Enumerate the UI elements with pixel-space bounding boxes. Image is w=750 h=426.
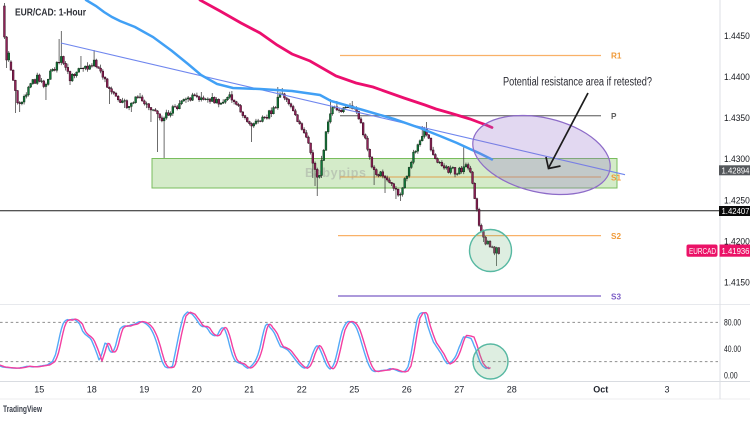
svg-text:0.00: 0.00 — [724, 370, 738, 380]
svg-text:27: 27 — [454, 385, 464, 395]
svg-text:1.42894: 1.42894 — [722, 165, 750, 175]
svg-text:1.44000: 1.44000 — [724, 72, 750, 82]
svg-text:Potential resistance area if r: Potential resistance area if retested? — [503, 77, 652, 89]
svg-text:28: 28 — [507, 385, 517, 395]
svg-text:S3: S3 — [611, 293, 621, 302]
svg-text:1.42407: 1.42407 — [722, 206, 750, 216]
svg-text:R1: R1 — [611, 52, 622, 61]
svg-text:15: 15 — [34, 385, 44, 395]
svg-text:P: P — [611, 112, 617, 121]
svg-text:19: 19 — [139, 385, 149, 395]
svg-text:80.00: 80.00 — [724, 317, 741, 327]
svg-text:S1: S1 — [611, 174, 621, 183]
svg-text:22: 22 — [297, 385, 307, 395]
svg-text:1.42500: 1.42500 — [724, 196, 750, 206]
svg-text:1.43000: 1.43000 — [724, 154, 750, 164]
svg-text:EURCAD: EURCAD — [689, 247, 716, 256]
svg-text:1.44500: 1.44500 — [724, 31, 750, 41]
svg-text:Oct: Oct — [593, 385, 608, 395]
svg-text:1.43500: 1.43500 — [724, 113, 750, 123]
svg-text:25: 25 — [349, 385, 359, 395]
svg-text:21: 21 — [244, 385, 254, 395]
svg-text:20: 20 — [192, 385, 202, 395]
svg-text:26: 26 — [402, 385, 412, 395]
svg-text:18: 18 — [87, 385, 97, 395]
svg-text:S2: S2 — [611, 232, 621, 241]
svg-text:EUR/CAD: 1-Hour: EUR/CAD: 1-Hour — [15, 8, 86, 19]
svg-text:TradingView: TradingView — [3, 404, 43, 414]
svg-text:40.00: 40.00 — [724, 344, 741, 354]
svg-text:3: 3 — [664, 385, 669, 395]
svg-text:1.41500: 1.41500 — [724, 278, 750, 288]
svg-text:1.41936: 1.41936 — [722, 246, 750, 256]
